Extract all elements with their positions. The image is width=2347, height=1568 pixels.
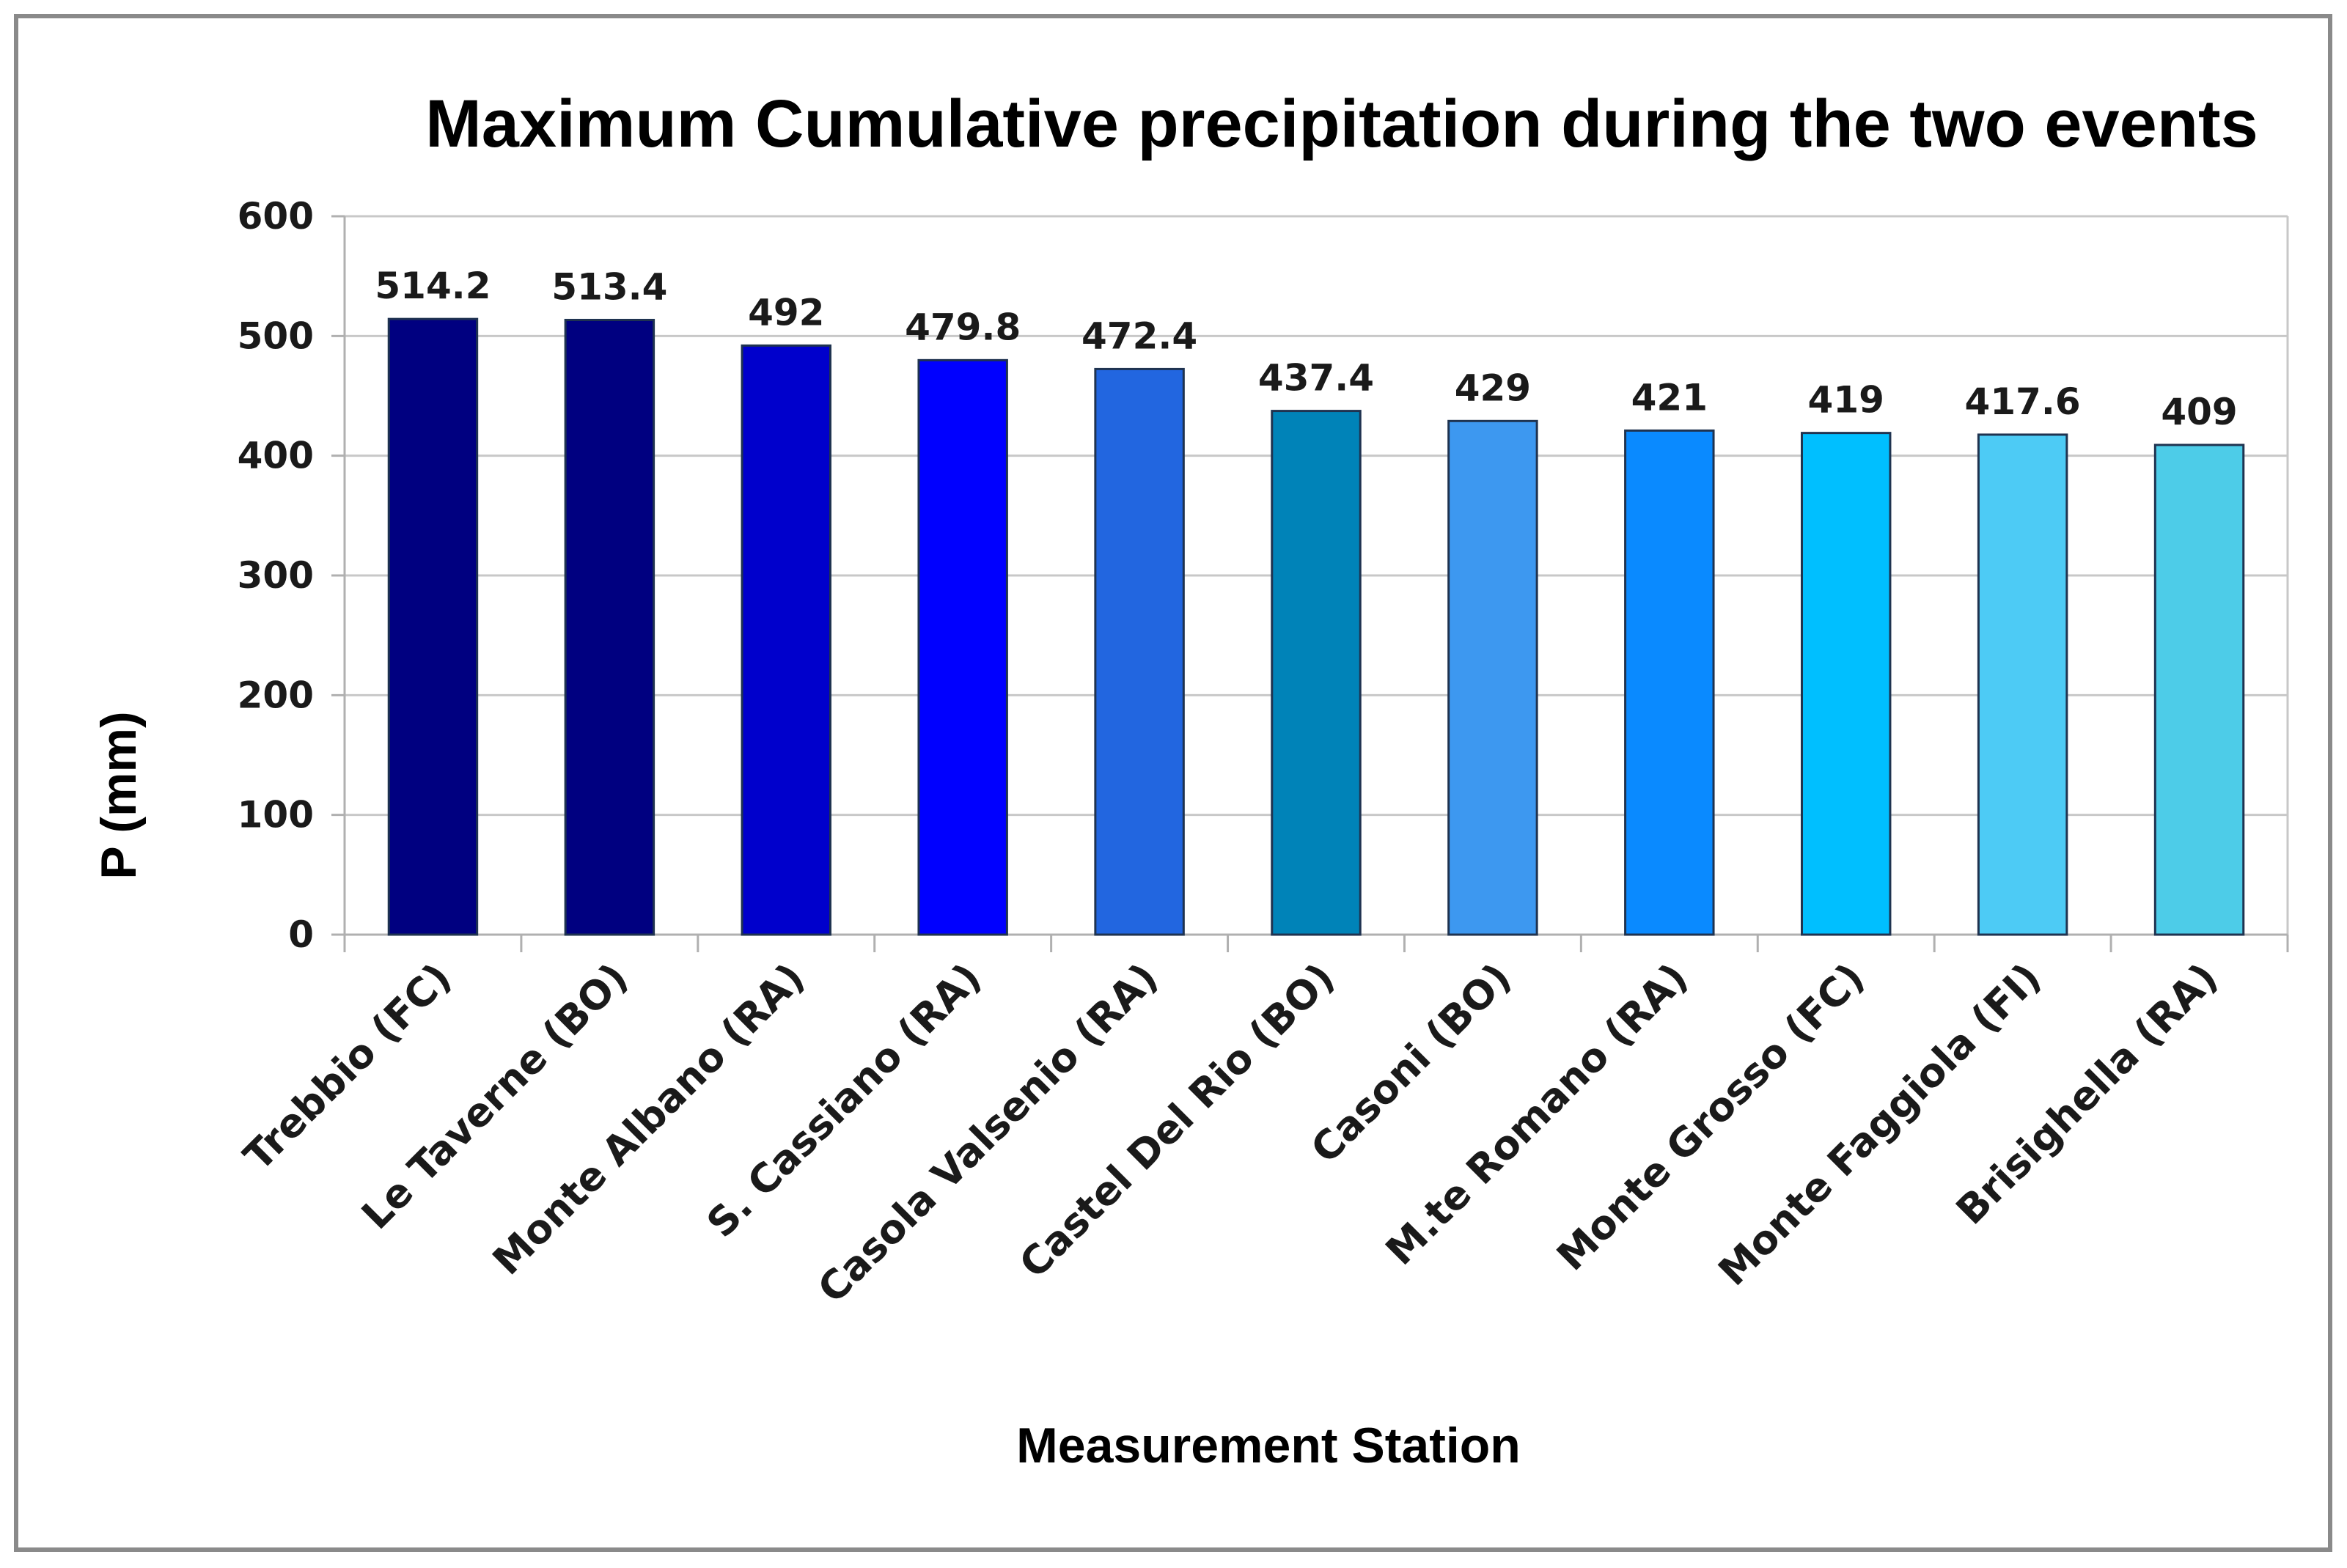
bar [917, 358, 1008, 936]
data-label: 492 [748, 291, 824, 334]
data-label: 409 [2161, 391, 2237, 433]
y-tick-label: 300 [238, 554, 314, 597]
data-labels: 514.2 513.4 492 479.8 472.4 437.4 429 421 419 417… [375, 265, 2237, 433]
data-label: 421 [1631, 376, 1708, 419]
chart-title: Maximum Cumulative precipitation during … [425, 87, 2258, 161]
data-label: 429 [1455, 367, 1531, 409]
chart-border [14, 14, 2332, 1552]
data-label: 417.6 [1965, 380, 2081, 423]
bars [387, 317, 2245, 936]
data-label: 472.4 [1081, 314, 1197, 357]
y-tick-label: 100 [238, 794, 314, 836]
y-tick-label: 500 [238, 314, 314, 357]
bar [1094, 367, 1185, 936]
data-label: 419 [1808, 379, 1884, 422]
data-label: 437.4 [1258, 357, 1374, 400]
bar [1271, 410, 1362, 936]
data-label: 514.2 [375, 265, 491, 307]
bar [1447, 419, 1538, 936]
bar [387, 317, 479, 936]
y-tick-label: 400 [238, 435, 314, 477]
y-axis-title: P (mm) [91, 711, 147, 879]
x-axis-title: Measurement Station [1016, 1418, 1521, 1473]
bar [2153, 443, 2245, 936]
bar [1624, 429, 1715, 936]
bar [741, 344, 832, 936]
y-tick-label: 200 [238, 674, 314, 716]
bar [564, 318, 655, 936]
bar [1801, 432, 1892, 936]
y-tick-label: 0 [288, 913, 314, 956]
y-tick-label: 600 [238, 195, 314, 238]
data-label: 513.4 [551, 265, 667, 308]
data-label: 479.8 [905, 306, 1021, 348]
bar [1977, 433, 2068, 936]
